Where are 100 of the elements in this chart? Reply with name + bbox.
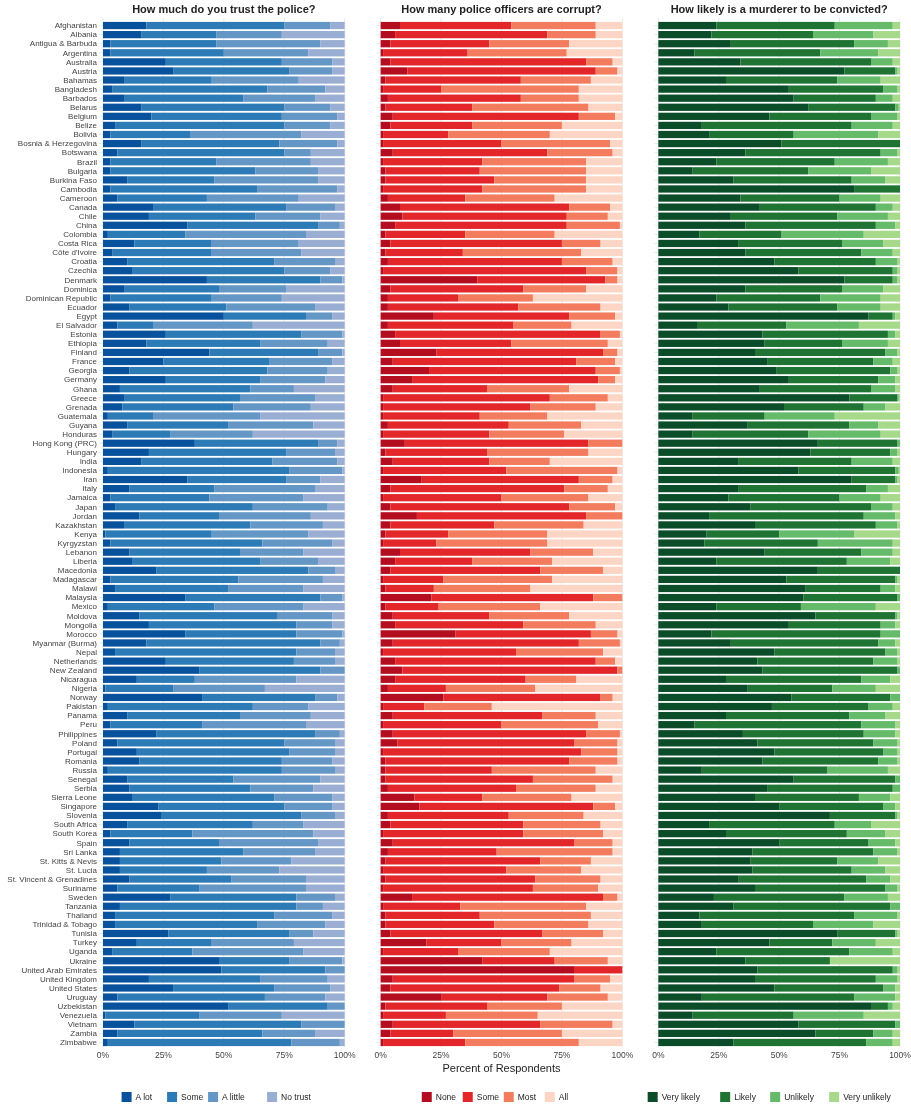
bar (170, 893, 297, 901)
bar (272, 457, 338, 465)
bar (658, 49, 695, 57)
bar (752, 848, 874, 856)
bar (842, 239, 884, 248)
y-tick-label: Cameroon (59, 193, 97, 203)
bar (549, 457, 623, 465)
bar (552, 557, 623, 565)
bar (740, 194, 840, 202)
bar (414, 793, 483, 801)
y-tick-label: Norway (69, 693, 97, 703)
bar (103, 957, 219, 965)
bar (392, 711, 543, 720)
bar (458, 948, 550, 956)
bar (281, 112, 338, 120)
bar (392, 1020, 541, 1028)
bar (448, 130, 550, 139)
bar (658, 857, 751, 865)
bar (798, 1020, 896, 1028)
bar (380, 439, 405, 447)
bar (119, 385, 251, 393)
y-tick-label: Hong Kong (PRC) (32, 439, 98, 448)
y-tick-label: Canada (68, 202, 98, 212)
bar (337, 457, 345, 465)
legend-label: Very likely (661, 1091, 701, 1102)
bar (153, 321, 253, 329)
bar (158, 802, 285, 811)
bar (574, 966, 623, 974)
bar (392, 149, 548, 157)
bar (658, 820, 710, 829)
bar (892, 267, 898, 275)
bar (380, 121, 391, 130)
bar (895, 839, 900, 847)
bar (339, 1038, 345, 1047)
bar (709, 130, 794, 139)
bar (103, 285, 125, 293)
bar (586, 167, 623, 175)
bar (301, 811, 335, 820)
bar (658, 221, 746, 229)
bar (726, 675, 862, 683)
bar (281, 1011, 345, 1019)
y-tick-label: Poland (72, 738, 97, 748)
bar (595, 67, 618, 75)
bar (380, 357, 393, 366)
bar (325, 920, 345, 929)
y-tick-label: Tunisia (71, 929, 98, 939)
y-tick-label: Honduras (62, 429, 97, 439)
bar (252, 321, 345, 329)
bar (750, 857, 838, 865)
bar (530, 584, 623, 593)
bar (532, 775, 613, 783)
bar (699, 230, 782, 238)
bar (798, 267, 893, 275)
bar (892, 1038, 900, 1047)
bar (383, 1038, 466, 1047)
bar (380, 621, 396, 629)
bar (523, 621, 596, 629)
bar (199, 1011, 282, 1019)
bar (327, 1002, 345, 1010)
bar (211, 938, 294, 947)
bar (380, 457, 393, 465)
bar (260, 557, 319, 565)
bar (887, 158, 900, 166)
bar (308, 49, 345, 57)
bar (115, 911, 275, 919)
bar (313, 784, 345, 792)
bar (813, 920, 874, 929)
bar (716, 948, 850, 956)
bar (786, 321, 859, 329)
bar (863, 512, 896, 520)
bar (380, 848, 388, 856)
legend-label: Very unlikely (843, 1091, 892, 1102)
bar (426, 938, 502, 947)
bar (895, 221, 900, 229)
bar (308, 566, 335, 574)
bar (692, 1011, 794, 1019)
bar (385, 230, 466, 238)
bar (810, 448, 891, 456)
bar (380, 893, 413, 901)
bar (658, 739, 758, 747)
bar (107, 230, 186, 238)
bar (858, 793, 891, 801)
bar (390, 566, 541, 574)
bar (380, 321, 388, 329)
bar (595, 621, 623, 629)
y-tick-label: Czechia (68, 266, 98, 276)
bar (658, 130, 710, 139)
legend-label: A little (222, 1091, 246, 1102)
bar (895, 330, 900, 338)
bar (284, 739, 335, 747)
bar (523, 830, 603, 838)
bar (103, 739, 118, 747)
bar (132, 267, 285, 275)
bar (103, 203, 154, 211)
bar (834, 21, 893, 30)
y-tick-label: Estonia (70, 330, 98, 340)
y-tick-label: Antigua & Barbuda (29, 39, 98, 49)
bar (892, 276, 898, 284)
bar (542, 929, 603, 938)
y-tick-label: Ukraine (69, 956, 98, 966)
